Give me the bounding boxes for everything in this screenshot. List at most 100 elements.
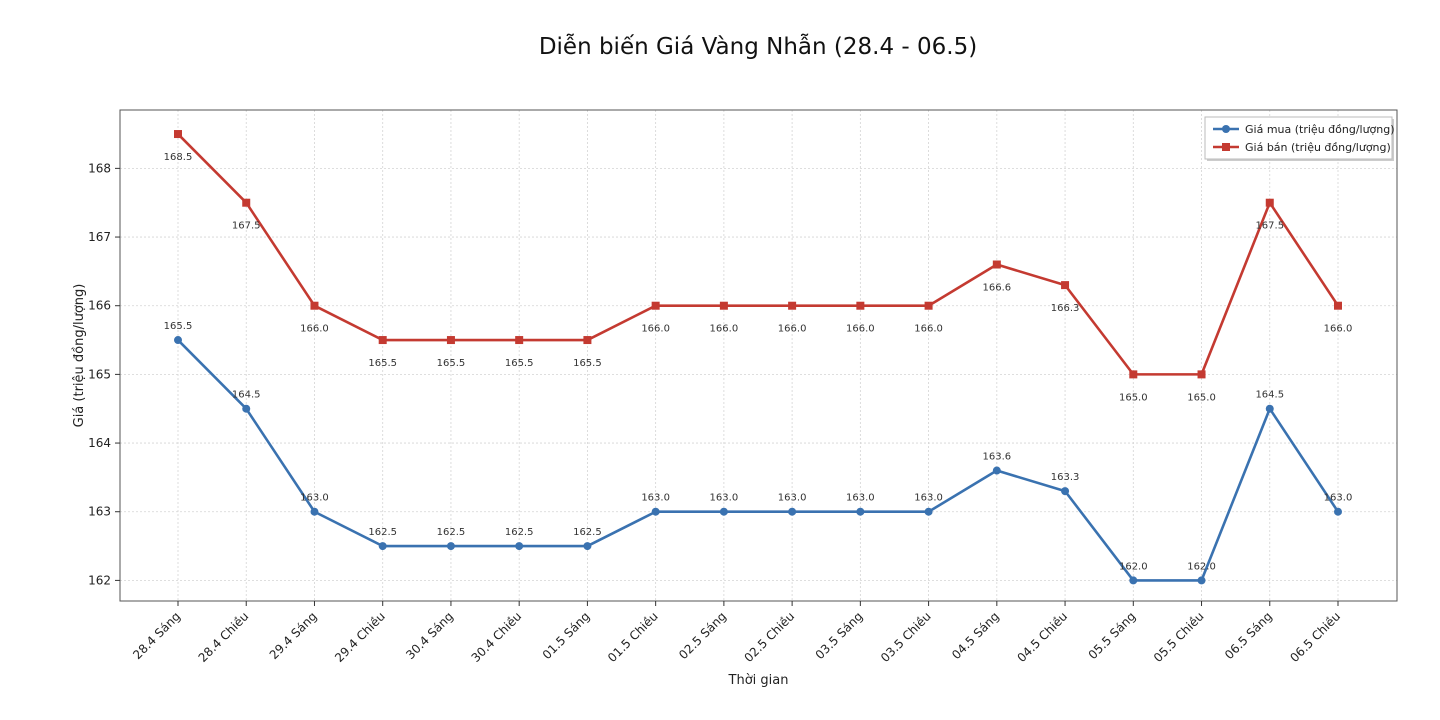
x-tick-label: 30.4 Chiều: [469, 609, 525, 665]
data-label: 167.5: [232, 221, 261, 232]
y-tick-label: 166: [88, 299, 111, 313]
data-point: [446, 336, 455, 345]
chart-title: Diễn biến Giá Vàng Nhẫn (28.4 - 06.5): [538, 34, 978, 60]
data-label: 163.6: [983, 452, 1012, 463]
x-tick-label: 03.5 Chiều: [878, 609, 934, 665]
x-tick-label: 05.5 Sáng: [1086, 609, 1139, 662]
y-tick-label: 167: [88, 230, 111, 244]
data-point: [446, 542, 455, 551]
x-axis-label: Thời gian: [728, 673, 789, 688]
x-tick-label: 06.5 Sáng: [1222, 609, 1275, 662]
data-point: [1197, 370, 1206, 379]
data-label: 164.5: [232, 390, 261, 401]
data-point: [1265, 198, 1274, 207]
data-label: 166.0: [300, 324, 329, 335]
data-point: [1334, 507, 1342, 516]
data-point: [1197, 576, 1206, 585]
y-tick-label: 164: [88, 436, 111, 450]
data-point: [242, 404, 251, 413]
data-label: 163.0: [710, 493, 739, 504]
x-tick-label: 03.5 Sáng: [813, 609, 866, 662]
y-axis-label: Giá (triệu đồng/lượng): [72, 284, 87, 428]
data-label: 165.5: [573, 358, 602, 369]
data-point: [719, 507, 728, 516]
x-tick-label: 28.4 Chiều: [196, 609, 252, 665]
data-point: [1265, 404, 1274, 413]
data-label: 165.0: [1119, 392, 1148, 403]
data-point: [992, 260, 1001, 269]
data-labels: 165.5 164.5 163.0 162.5 162.5 162.5 162.5 163.0…: [164, 152, 1353, 572]
data-point: [174, 130, 182, 139]
data-label: 162.5: [368, 527, 397, 538]
data-label: 166.0: [1324, 324, 1353, 335]
data-point: [515, 336, 524, 345]
data-label: 165.5: [368, 358, 397, 369]
x-tick-label: 04.5 Sáng: [949, 609, 1002, 662]
data-label: 163.0: [846, 493, 875, 504]
x-tick-label: 05.5 Chiều: [1151, 609, 1207, 665]
data-point: [788, 507, 797, 516]
data-point: [310, 507, 319, 516]
data-label: 165.5: [437, 358, 466, 369]
data-point: [992, 466, 1001, 475]
data-point: [1129, 370, 1138, 379]
data-label: 166.0: [846, 324, 875, 335]
data-point: [1061, 281, 1070, 290]
data-label: 167.5: [1255, 221, 1284, 232]
series-lines: [174, 130, 1342, 585]
legend: Giá mua (triệu đồng/lượng) Giá bán (triệu…: [1204, 116, 1395, 161]
data-point: [515, 542, 524, 551]
data-label: 162.0: [1187, 561, 1216, 572]
data-point: [856, 301, 865, 310]
y-tick-label: 162: [88, 573, 111, 587]
data-label: 168.5: [164, 152, 193, 163]
data-point: [378, 542, 387, 551]
data-point: [378, 336, 387, 345]
y-tick-label: 163: [88, 505, 111, 519]
x-tick-label: 02.5 Chiều: [741, 609, 797, 665]
data-label: 164.5: [1255, 390, 1284, 401]
data-point: [310, 301, 319, 310]
x-tick-label: 06.5 Chiều: [1287, 609, 1343, 665]
data-label: 166.0: [778, 324, 807, 335]
data-label: 166.0: [641, 324, 670, 335]
x-tick-label: 01.5 Sáng: [540, 609, 593, 662]
legend-marker: [1222, 125, 1230, 133]
x-tick-label: 28.4 Sáng: [130, 609, 183, 662]
legend-entry-label: Giá bán (triệu đồng/lượng): [1245, 141, 1391, 154]
data-label: 165.5: [505, 358, 534, 369]
x-tick-label: 29.4 Chiều: [332, 609, 388, 665]
data-point: [924, 507, 933, 516]
data-point: [1061, 487, 1070, 496]
data-point: [583, 336, 592, 345]
legend-entry-label: Giá mua (triệu đồng/lượng): [1245, 123, 1395, 136]
series-line-2: [177, 133, 1340, 376]
data-label: 162.0: [1119, 561, 1148, 572]
y-tick-label: 168: [88, 161, 111, 175]
data-point: [583, 542, 592, 551]
data-label: 163.0: [641, 493, 670, 504]
data-point: [174, 336, 182, 345]
series-line-1: [177, 339, 1340, 582]
data-point: [788, 301, 797, 310]
grid: [120, 110, 1397, 601]
data-label: 162.5: [505, 527, 534, 538]
data-point: [856, 507, 865, 516]
x-tick-label: 30.4 Sáng: [403, 609, 456, 662]
data-label: 162.5: [437, 527, 466, 538]
data-label: 163.0: [300, 493, 329, 504]
data-point: [924, 301, 933, 310]
data-point: [719, 301, 728, 310]
data-label: 166.3: [1051, 303, 1080, 314]
legend-marker: [1222, 143, 1230, 151]
data-label: 166.0: [914, 324, 943, 335]
x-tick-label: 04.5 Chiều: [1014, 609, 1070, 665]
data-label: 165.5: [164, 321, 193, 332]
data-label: 163.0: [778, 493, 807, 504]
legend-box: [1204, 116, 1393, 160]
x-tick-label: 01.5 Chiều: [605, 609, 661, 665]
data-point: [242, 198, 251, 207]
data-point: [651, 507, 660, 516]
x-tick-label: 29.4 Sáng: [267, 609, 320, 662]
